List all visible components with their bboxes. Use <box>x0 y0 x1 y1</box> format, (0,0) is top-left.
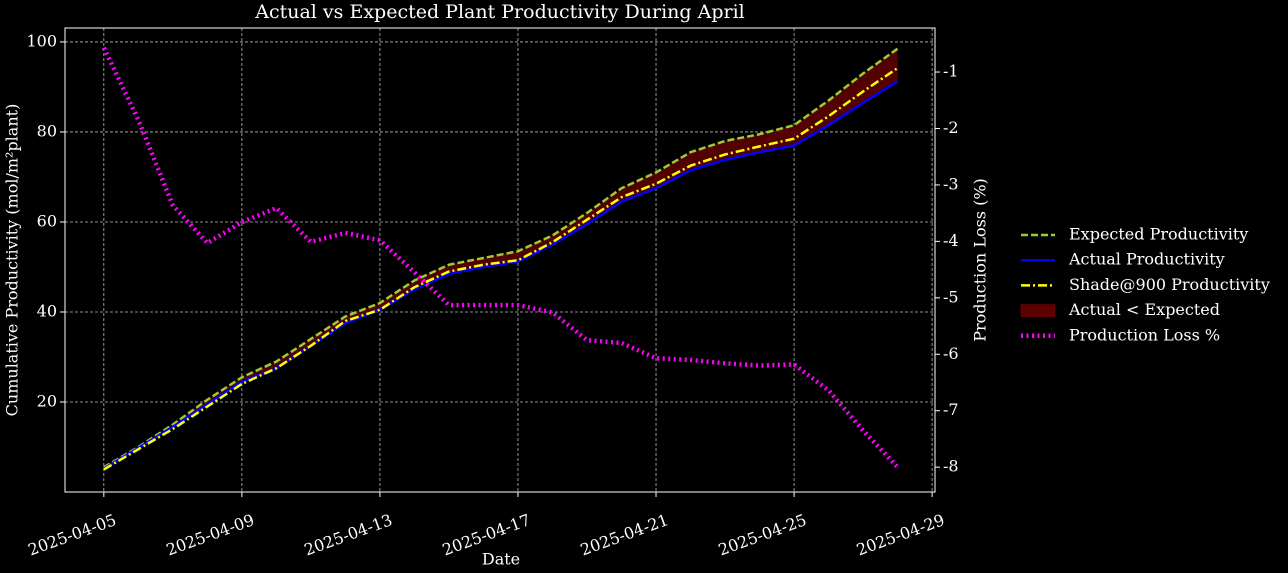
legend-label: Actual < Expected <box>1068 300 1220 319</box>
fill-area <box>103 48 898 469</box>
y2-tick-label: -5 <box>943 287 959 306</box>
legend-label: Shade@900 Productivity <box>1069 275 1270 294</box>
y-tick-label: 40 <box>37 301 57 320</box>
y-axis-label: Cumulative Productivity (mol/m²plant) <box>3 104 22 417</box>
legend-label: Actual Productivity <box>1068 250 1225 269</box>
y-tick-label: 80 <box>37 121 57 140</box>
y2-axis-label: Production Loss (%) <box>971 178 990 342</box>
legend-label: Production Loss % <box>1069 325 1220 344</box>
y-tick-label: 60 <box>37 211 57 230</box>
y-tick-label: 100 <box>26 31 57 50</box>
y2-tick-label: -7 <box>943 400 959 419</box>
line <box>101 46 900 469</box>
y2-tick-label: -3 <box>943 174 959 193</box>
y2-tick-label: -6 <box>943 344 959 363</box>
line <box>103 80 899 470</box>
line <box>103 67 899 471</box>
y2-tick-label: -2 <box>943 118 959 137</box>
y-tick-label: 20 <box>37 391 57 410</box>
chart-title: Actual vs Expected Plant Productivity Du… <box>254 1 744 23</box>
y2-tick-label: -4 <box>943 231 959 250</box>
legend-label: Expected Productivity <box>1069 225 1248 244</box>
plot-frame <box>64 27 936 493</box>
legend-swatch <box>1020 304 1056 317</box>
y2-tick-label: -1 <box>943 62 959 81</box>
line <box>103 47 899 469</box>
y2-tick-label: -8 <box>943 457 959 476</box>
x-axis-label: Date <box>482 550 520 569</box>
